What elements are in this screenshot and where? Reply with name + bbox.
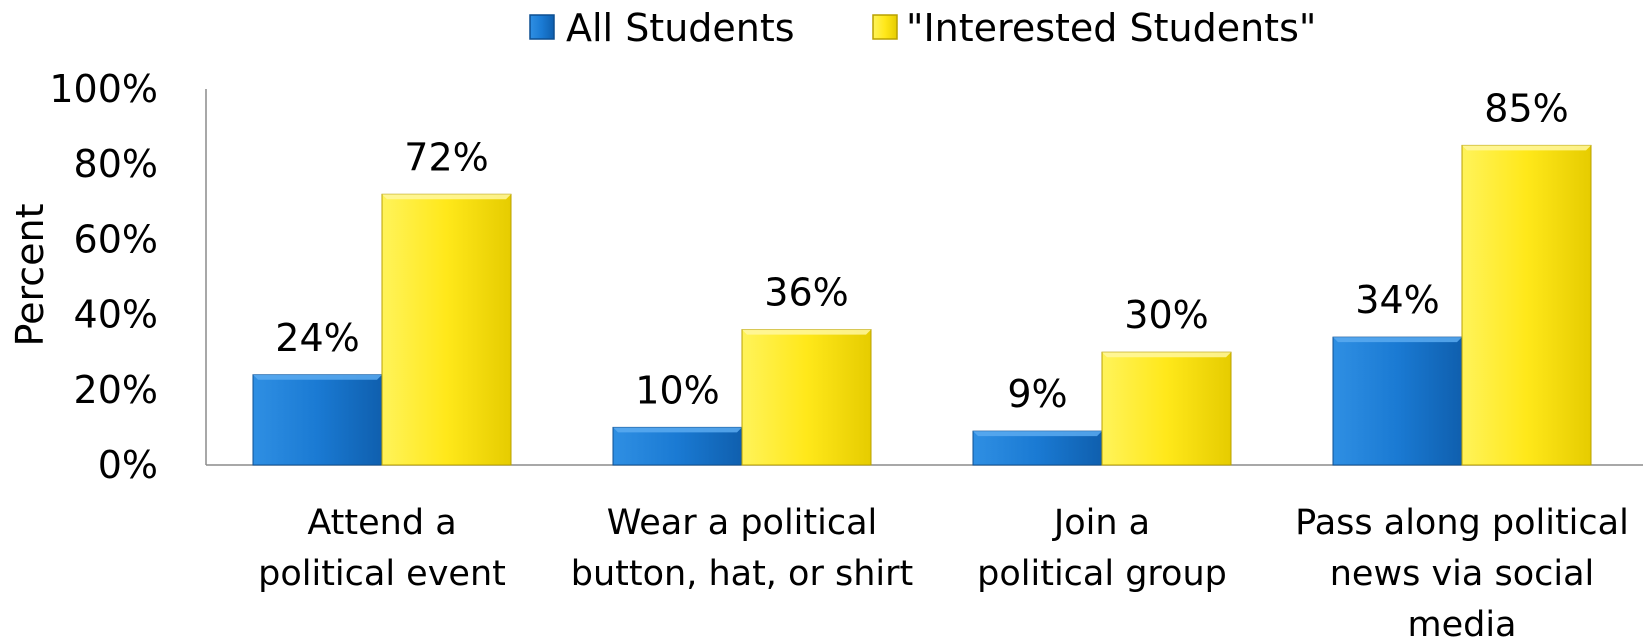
- y-tick-label: 20%: [74, 368, 158, 412]
- bar-body: [1461, 144, 1592, 466]
- legend-label-all-students: All Students: [566, 6, 795, 50]
- y-tick-label: 80%: [74, 142, 158, 186]
- y-axis-title: Percent: [8, 204, 52, 347]
- legend: All Students "Interested Students": [529, 6, 1316, 50]
- legend-swatch-all-students: [529, 14, 555, 40]
- y-tick-label: 60%: [74, 217, 158, 261]
- data-label-all-students: 24%: [275, 316, 359, 360]
- bar-body: [1101, 351, 1232, 466]
- legend-item-all-students: All Students: [529, 6, 795, 50]
- bar-interested-students: [1101, 351, 1232, 466]
- y-tick-label: 0%: [98, 443, 158, 487]
- y-tick-label: 100%: [49, 67, 158, 111]
- bar-bevel: [382, 194, 511, 200]
- legend-item-interested-students: "Interested Students": [872, 6, 1316, 50]
- bar-body: [741, 329, 872, 466]
- y-tick-label: 40%: [74, 293, 158, 337]
- bar-interested-students: [1461, 144, 1592, 466]
- legend-label-interested-students: "Interested Students": [906, 6, 1316, 50]
- bar-bevel: [973, 431, 1102, 437]
- x-tick-labels: Attend a political event Wear a political b…: [258, 503, 1629, 641]
- data-labels: 24% 10% 9% 34% 72% 36% 30% 85%: [275, 86, 1568, 416]
- bar-body: [612, 426, 743, 466]
- bars: [252, 144, 1592, 466]
- bar-all-students: [972, 430, 1103, 466]
- data-label-all-students: 34%: [1355, 278, 1439, 322]
- data-label-interested-students: 72%: [404, 135, 488, 179]
- x-tick-label-line: media: [1407, 605, 1516, 641]
- bar-bevel: [1333, 337, 1462, 343]
- bar-all-students: [612, 426, 743, 466]
- data-label-all-students: 9%: [1007, 372, 1067, 416]
- bar-body: [1332, 336, 1463, 466]
- x-tick-label-line: button, hat, or shirt: [571, 554, 913, 594]
- x-tick-label-line: political group: [977, 554, 1227, 594]
- legend-swatch-interested-students: [872, 14, 898, 40]
- bar-body: [972, 430, 1103, 466]
- x-tick-label: Wear a political button, hat, or shirt: [571, 503, 913, 594]
- bar-bevel: [253, 374, 382, 380]
- x-tick-label: Join a political group: [977, 503, 1227, 594]
- bar-bevel: [613, 427, 742, 433]
- bar-all-students: [252, 374, 383, 466]
- bar-interested-students: [741, 329, 872, 466]
- bar-all-students: [1332, 336, 1463, 466]
- data-label-interested-students: 85%: [1484, 86, 1568, 130]
- bar-bevel: [742, 329, 871, 335]
- data-label-all-students: 10%: [635, 368, 719, 412]
- x-tick-label-line: Join a: [1052, 503, 1150, 543]
- bar-body: [252, 374, 383, 466]
- x-tick-label-line: Attend a: [307, 503, 456, 543]
- bar-interested-students: [381, 193, 512, 466]
- x-tick-label-line: Pass along political: [1295, 503, 1629, 543]
- x-tick-label-line: political event: [258, 554, 506, 594]
- bar-body: [381, 193, 512, 466]
- bar-bevel: [1462, 145, 1591, 151]
- bar-bevel: [1102, 352, 1231, 358]
- x-tick-label-line: Wear a political: [607, 503, 878, 543]
- y-tick-labels: 0% 20% 40% 60% 80% 100%: [49, 67, 158, 487]
- data-label-interested-students: 36%: [764, 271, 848, 315]
- data-label-interested-students: 30%: [1124, 293, 1208, 337]
- x-tick-label-line: news via social: [1330, 554, 1595, 594]
- x-tick-label: Pass along political news via social media: [1295, 503, 1629, 641]
- x-tick-label: Attend a political event: [258, 503, 506, 594]
